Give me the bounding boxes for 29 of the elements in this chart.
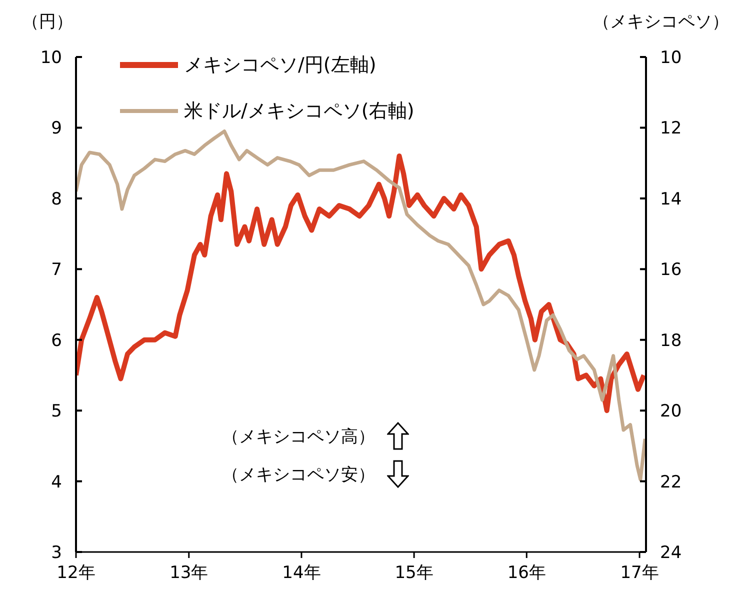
y-tick-label: 6 [51,330,62,351]
y2-tick-label: 12 [660,118,682,139]
annotation: （メキシコペソ高） [222,426,375,448]
y2-tick-label: 20 [660,402,682,422]
legend-label: 米ドル/メキシコペソ(右軸) [184,99,414,124]
x-tick-label: 14年 [282,563,321,584]
legend-label: メキシコペソ/円(左軸) [184,53,376,78]
x-tick-label: 17年 [620,563,659,584]
y2-tick-label: 24 [660,543,682,564]
y-tick-label: 9 [51,118,62,139]
y-axis-title: （円） [22,11,73,33]
y2-tick-label: 16 [660,260,682,280]
y-tick-label: 3 [51,543,62,564]
x-tick-label: 16年 [507,563,546,584]
y-tick-label: 5 [51,402,62,422]
y-tick-label: 7 [51,260,62,280]
y2-tick-label: 22 [660,472,682,492]
x-tick-label: 15年 [394,563,434,584]
y2-tick-label: 18 [660,330,682,351]
y-tick-label: 4 [51,472,62,492]
y2-axis-title: （メキシコペソ） [593,11,729,33]
annotation: （メキシコペソ安） [222,464,375,486]
y-tick-label: 8 [51,189,62,210]
x-tick-label: 12年 [56,563,96,584]
y2-tick-label: 14 [660,189,682,210]
line-series [76,130,646,482]
y-tick-label: 10 [40,48,62,68]
y2-tick-label: 10 [660,48,682,68]
x-tick-label: 13年 [170,563,208,584]
